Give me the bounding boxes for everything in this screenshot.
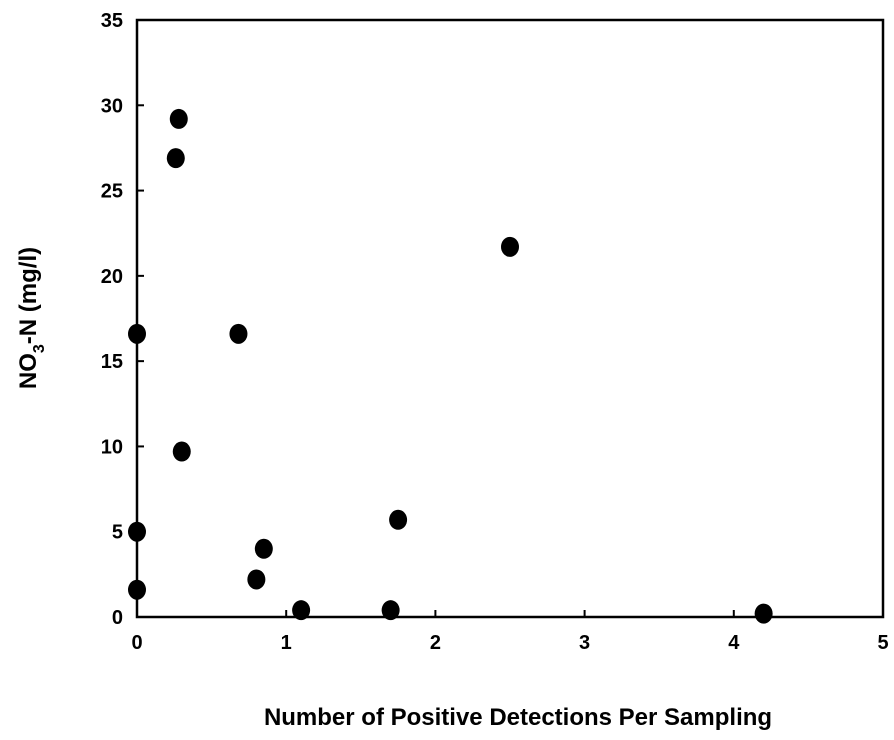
data-point [254, 538, 273, 559]
y-axis-label-subscript: 3 [31, 344, 48, 353]
x-tick-label: 3 [579, 632, 590, 654]
y-tick-label: 10 [101, 436, 123, 458]
data-point [292, 600, 311, 621]
data-point [166, 148, 185, 169]
data-point [501, 236, 519, 257]
y-axis-label-main: NO [15, 353, 42, 389]
y-tick-label: 25 [101, 181, 123, 203]
data-point [754, 603, 773, 624]
x-tick-label: 5 [877, 632, 888, 654]
plot-frame [135, 18, 885, 619]
data-point [128, 323, 146, 344]
data-point [229, 323, 248, 344]
data-point [389, 509, 408, 530]
y-tick-labels: 0 5 10 15 20 25 30 35 [101, 10, 123, 629]
data-point [128, 579, 146, 600]
data-point [169, 108, 188, 129]
data-point [247, 569, 266, 590]
y-tick-label: 15 [101, 351, 123, 373]
x-tick-label: 2 [430, 632, 441, 654]
y-tick-label: 35 [101, 10, 123, 32]
data-point [172, 441, 191, 462]
y-tick-label: 0 [112, 607, 123, 629]
x-tick-label: 1 [281, 632, 292, 654]
data-point [128, 521, 146, 542]
y-tick-label: 5 [112, 522, 123, 544]
data-points [128, 108, 773, 624]
y-axis-label-rest: -N (mg/l) [15, 247, 42, 344]
y-tick-label: 20 [101, 266, 123, 288]
x-tick-label: 4 [728, 632, 740, 654]
x-tick-labels: 0 1 2 3 4 5 [131, 632, 888, 654]
y-tick-label: 30 [101, 95, 123, 117]
x-axis-label: Number of Positive Detections Per Sampli… [264, 704, 772, 731]
axis-ticks [136, 19, 884, 618]
data-point [381, 600, 400, 621]
x-tick-label: 0 [131, 632, 142, 654]
y-axis-label: NO3-N (mg/l) [15, 247, 48, 389]
